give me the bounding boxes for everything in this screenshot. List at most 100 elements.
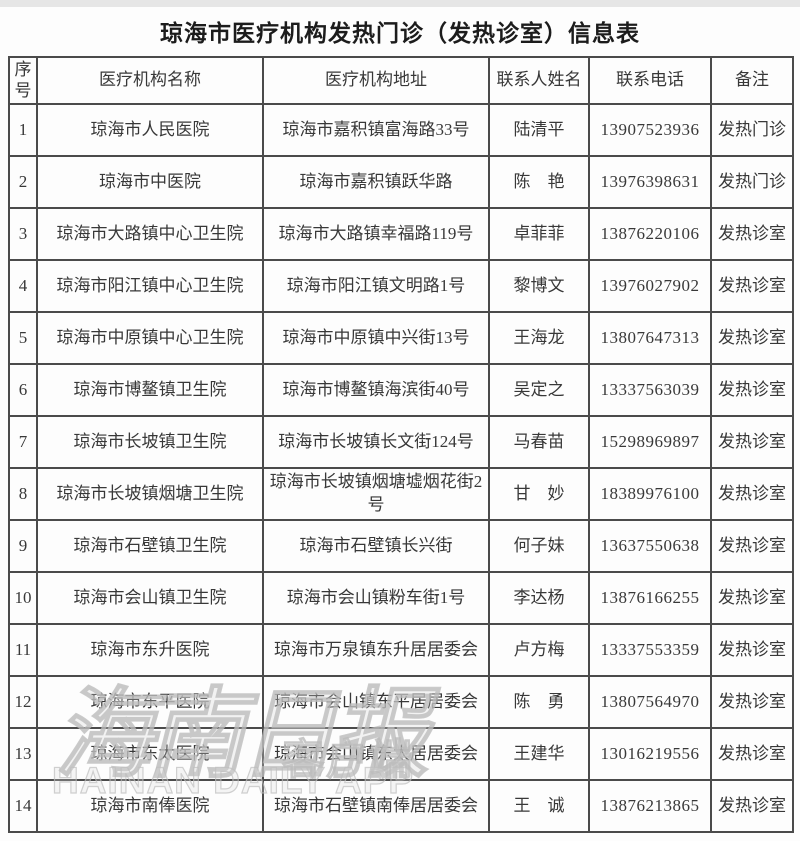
cell-remark: 发热诊室	[710, 779, 794, 833]
table-row: 14 琼海市南俸医院 琼海市石壁镇南俸居居委会 王 诚 13876213865 …	[8, 779, 794, 833]
cell-phone: 13807564970	[588, 675, 712, 729]
cell-name: 琼海市石壁镇卫生院	[36, 519, 264, 573]
cell-serial: 12	[8, 675, 38, 729]
cell-address: 琼海市嘉积镇跃华路	[262, 155, 490, 209]
table-row: 7 琼海市长坡镇卫生院 琼海市长坡镇长文街124号 马春苗 1529896989…	[8, 415, 794, 469]
cell-address: 琼海市万泉镇东升居居委会	[262, 623, 490, 677]
cell-contact: 陈 勇	[488, 675, 590, 729]
cell-remark: 发热诊室	[710, 623, 794, 677]
header-row: 序号 医疗机构名称 医疗机构地址 联系人姓名 联系电话 备注	[8, 56, 794, 105]
cell-address: 琼海市会山镇东太居居委会	[262, 727, 490, 781]
table-header: 序号 医疗机构名称 医疗机构地址 联系人姓名 联系电话 备注	[8, 56, 794, 105]
cell-name: 琼海市东升医院	[36, 623, 264, 677]
cell-serial: 6	[8, 363, 38, 417]
cell-name: 琼海市大路镇中心卫生院	[36, 207, 264, 261]
cell-phone: 18389976100	[588, 467, 712, 521]
cell-phone: 13907523936	[588, 103, 712, 157]
cell-remark: 发热诊室	[710, 259, 794, 313]
cell-serial: 10	[8, 571, 38, 625]
cell-serial: 1	[8, 103, 38, 157]
cell-phone: 13016219556	[588, 727, 712, 781]
cell-name: 琼海市阳江镇中心卫生院	[36, 259, 264, 313]
fever-clinic-table: 序号 医疗机构名称 医疗机构地址 联系人姓名 联系电话 备注 1 琼海市人民医院…	[8, 56, 794, 833]
cell-contact: 陆清平	[488, 103, 590, 157]
cell-address: 琼海市会山镇粉车街1号	[262, 571, 490, 625]
table-row: 3 琼海市大路镇中心卫生院 琼海市大路镇幸福路119号 卓菲菲 13876220…	[8, 207, 794, 261]
cell-contact: 甘 妙	[488, 467, 590, 521]
cell-remark: 发热诊室	[710, 675, 794, 729]
cell-remark: 发热诊室	[710, 311, 794, 365]
column-header-remark: 备注	[710, 56, 794, 105]
cell-address: 琼海市长坡镇长文街124号	[262, 415, 490, 469]
cell-contact: 陈 艳	[488, 155, 590, 209]
cell-name: 琼海市东平医院	[36, 675, 264, 729]
cell-contact: 黎博文	[488, 259, 590, 313]
cell-address: 琼海市石壁镇长兴街	[262, 519, 490, 573]
table-body: 1 琼海市人民医院 琼海市嘉积镇富海路33号 陆清平 13907523936 发…	[8, 103, 794, 833]
cell-name: 琼海市会山镇卫生院	[36, 571, 264, 625]
cell-address: 琼海市中原镇中兴街13号	[262, 311, 490, 365]
cell-address: 琼海市阳江镇文明路1号	[262, 259, 490, 313]
table-row: 13 琼海市东太医院 琼海市会山镇东太居居委会 王建华 13016219556 …	[8, 727, 794, 781]
cell-remark: 发热门诊	[710, 155, 794, 209]
cell-address: 琼海市大路镇幸福路119号	[262, 207, 490, 261]
cell-phone: 13337563039	[588, 363, 712, 417]
cell-phone: 13976027902	[588, 259, 712, 313]
cell-contact: 王建华	[488, 727, 590, 781]
cell-name: 琼海市人民医院	[36, 103, 264, 157]
cell-serial: 14	[8, 779, 38, 833]
cell-address: 琼海市石壁镇南俸居居委会	[262, 779, 490, 833]
cell-name: 琼海市中医院	[36, 155, 264, 209]
cell-contact: 王海龙	[488, 311, 590, 365]
page-top-edge	[0, 0, 800, 7]
table-row: 12 琼海市东平医院 琼海市会山镇东平居居委会 陈 勇 13807564970 …	[8, 675, 794, 729]
cell-address: 琼海市长坡镇烟塘墟烟花街2号	[262, 467, 490, 521]
column-header-serial: 序号	[8, 56, 38, 105]
cell-name: 琼海市中原镇中心卫生院	[36, 311, 264, 365]
cell-phone: 13637550638	[588, 519, 712, 573]
column-header-address: 医疗机构地址	[262, 56, 490, 105]
cell-name: 琼海市东太医院	[36, 727, 264, 781]
cell-serial: 3	[8, 207, 38, 261]
page-title: 琼海市医疗机构发热门诊（发热诊室）信息表	[160, 21, 640, 46]
column-header-contact: 联系人姓名	[488, 56, 590, 105]
cell-name: 琼海市长坡镇卫生院	[36, 415, 264, 469]
cell-serial: 8	[8, 467, 38, 521]
table-row: 1 琼海市人民医院 琼海市嘉积镇富海路33号 陆清平 13907523936 发…	[8, 103, 794, 157]
cell-contact: 吴定之	[488, 363, 590, 417]
cell-remark: 发热诊室	[710, 207, 794, 261]
table-row: 4 琼海市阳江镇中心卫生院 琼海市阳江镇文明路1号 黎博文 1397602790…	[8, 259, 794, 313]
cell-phone: 13976398631	[588, 155, 712, 209]
cell-contact: 马春苗	[488, 415, 590, 469]
table-row: 11 琼海市东升医院 琼海市万泉镇东升居居委会 卢方梅 13337553359 …	[8, 623, 794, 677]
cell-name: 琼海市南俸医院	[36, 779, 264, 833]
cell-serial: 5	[8, 311, 38, 365]
cell-serial: 13	[8, 727, 38, 781]
column-header-name: 医疗机构名称	[36, 56, 264, 105]
cell-remark: 发热诊室	[710, 363, 794, 417]
cell-remark: 发热诊室	[710, 415, 794, 469]
column-header-phone: 联系电话	[588, 56, 712, 105]
cell-address: 琼海市会山镇东平居居委会	[262, 675, 490, 729]
cell-serial: 4	[8, 259, 38, 313]
table-row: 10 琼海市会山镇卫生院 琼海市会山镇粉车街1号 李达杨 13876166255…	[8, 571, 794, 625]
cell-contact: 何子妹	[488, 519, 590, 573]
cell-remark: 发热诊室	[710, 571, 794, 625]
cell-contact: 王 诚	[488, 779, 590, 833]
cell-phone: 15298969897	[588, 415, 712, 469]
cell-contact: 卢方梅	[488, 623, 590, 677]
cell-phone: 13337553359	[588, 623, 712, 677]
cell-serial: 11	[8, 623, 38, 677]
cell-serial: 2	[8, 155, 38, 209]
cell-phone: 13876166255	[588, 571, 712, 625]
cell-serial: 7	[8, 415, 38, 469]
cell-name: 琼海市长坡镇烟塘卫生院	[36, 467, 264, 521]
cell-name: 琼海市博鳌镇卫生院	[36, 363, 264, 417]
cell-remark: 发热诊室	[710, 467, 794, 521]
cell-remark: 发热诊室	[710, 519, 794, 573]
cell-phone: 13876220106	[588, 207, 712, 261]
cell-phone: 13876213865	[588, 779, 712, 833]
cell-remark: 发热门诊	[710, 103, 794, 157]
table-row: 5 琼海市中原镇中心卫生院 琼海市中原镇中兴街13号 王海龙 138076473…	[8, 311, 794, 365]
cell-contact: 李达杨	[488, 571, 590, 625]
